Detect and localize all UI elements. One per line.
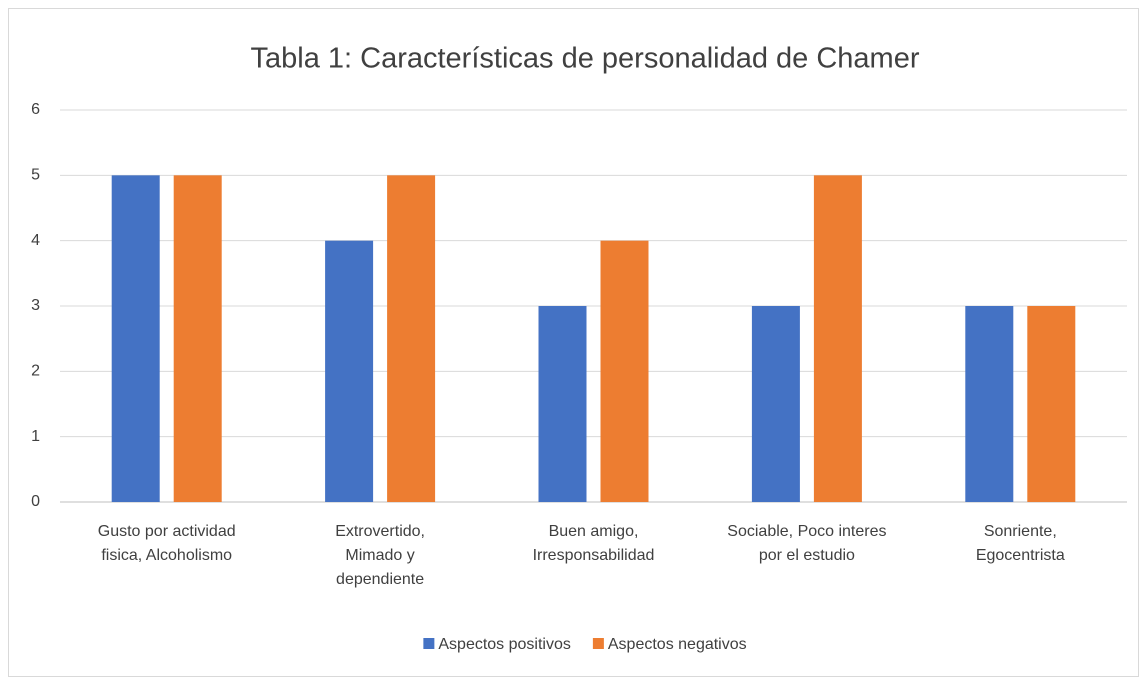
legend-swatch [592,638,604,649]
x-tick-label: Sociable, Poco interes por el estudio [727,523,886,564]
bar [965,306,1014,502]
chart-title: Tabla 1: Características de personalidad… [251,43,920,75]
y-tick-label: 3 [31,297,40,314]
y-tick-label: 1 [31,428,40,445]
y-tick-label: 2 [31,363,40,380]
y-tick-label: 5 [31,167,40,184]
legend-swatch [423,638,435,649]
x-tick-label: Buen amigo, Irresponsabilidad [533,523,655,564]
x-tick-label: Sonriente, Egocentrista [976,523,1065,564]
legend-label: Aspectos negativos [608,636,747,653]
bar [325,240,374,502]
bar [1027,306,1076,502]
bar [538,306,587,502]
bar [751,306,800,502]
y-tick-label: 6 [31,101,40,118]
bar [387,175,436,503]
y-tick-label: 0 [31,493,40,510]
x-tick-label: Extrovertido, Mimado y dependiente [335,523,425,588]
bar [813,175,862,503]
bar [111,175,160,503]
bar [173,175,222,503]
legend-label: Aspectos positivos [438,636,571,653]
legend: Aspectos positivos Aspectos negativos [423,636,747,653]
x-tick-label: Gusto por actividad fisica, Alcoholismo [98,523,236,564]
y-tick-label: 4 [31,232,40,249]
bar [600,240,649,502]
